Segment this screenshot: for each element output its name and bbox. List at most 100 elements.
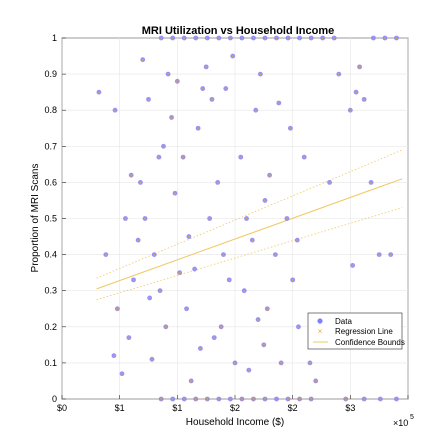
regression-point: × [286,398,290,404]
data-point [257,71,263,77]
regression-point: × [395,37,399,43]
regression-point: × [268,174,272,180]
regression-point: × [164,325,168,331]
regression-point: × [170,116,174,122]
legend-data-marker [317,318,323,324]
data-point [156,154,162,160]
data-point [232,360,238,366]
regression-point: × [141,58,145,64]
data-point [285,396,291,402]
data-point [267,172,272,178]
regression-point: × [217,398,221,404]
regression-point: × [266,307,270,313]
data-point [177,270,183,276]
regression-point: × [256,318,260,324]
data-point [230,53,236,59]
data-point [241,288,247,294]
regression-point: × [372,37,376,43]
regression-point: × [229,37,233,43]
y-tick-label: 0.9 [44,69,57,79]
data-point [336,71,342,77]
regression-point: × [242,289,246,295]
data-point [290,277,296,283]
data-point [297,35,302,41]
data-point [308,396,314,402]
x-multiplier-label: ×10 [393,418,408,428]
data-point [204,396,210,402]
data-point [138,180,143,185]
regression-point: × [132,278,136,284]
regression-point: × [166,73,170,79]
axis-ticks: 0 0.1 0.2 0.3 0.4 0.5 0.6 0.7 0.8 0.9 1 $0 $1 $1 $2 $2 $… [44,33,409,413]
regression-point: × [148,297,152,303]
regression-line [96,178,403,290]
data-point [244,216,249,221]
regression-point: × [104,253,108,259]
data-point [142,216,148,221]
x-tick-label: $1 [172,403,182,413]
x-multiplier-exponent: 5 [410,414,414,421]
regression-point: × [291,278,295,284]
regression-point: × [279,362,283,368]
data-point [165,71,171,77]
scatter-points [96,35,399,402]
data-point [96,89,102,95]
regression-point: × [369,181,373,187]
regression-point: × [229,398,233,404]
regression-point: × [171,37,175,43]
data-point [126,335,132,341]
regression-point: × [358,65,362,71]
data-point [262,198,268,203]
regression-point: × [289,127,293,133]
legend-confidence-label: Confidence Bounds [335,338,405,347]
regression-point: × [212,336,216,342]
regression-point: × [263,398,267,404]
data-point [278,360,284,366]
regression-point: × [162,145,166,151]
regression-point: × [171,398,175,404]
data-point [347,107,353,113]
data-point [301,154,307,160]
data-point [307,360,313,366]
data-point [151,252,157,257]
data-point [294,237,300,243]
regression-point: × [349,109,353,115]
regression-point: × [222,253,226,259]
data-point [238,154,244,160]
data-point [195,125,201,131]
regression-point: × [344,398,348,404]
regression-point: × [247,369,251,375]
data-point [169,115,174,120]
data-point [114,306,120,312]
regression-point: × [252,398,256,404]
data-point [226,277,232,283]
data-point [261,342,267,348]
data-point [251,35,256,41]
regression-point: × [181,156,185,162]
data-point [388,252,394,257]
regression-point: × [259,73,263,79]
regression-point: × [332,37,336,43]
data-point [249,237,255,243]
regression-point: × [153,253,157,259]
regression-point: × [298,398,302,404]
data-point [377,396,383,402]
regression-point: × [275,398,279,404]
regression-point: × [178,271,182,277]
data-point [198,346,203,351]
data-point [361,96,367,102]
regression-point: × [240,398,244,404]
regression-point: × [193,268,197,274]
y-tick-label: 0.6 [44,177,57,187]
regression-point: × [217,37,221,43]
data-point [112,107,118,113]
y-tick-label: 0.1 [44,358,57,368]
data-point [209,96,215,102]
regression-point: × [286,37,290,43]
data-point [284,216,290,221]
data-point [331,35,337,41]
data-point [343,396,349,402]
regression-point: × [296,239,300,245]
data-point [158,396,164,402]
data-point [207,216,213,221]
